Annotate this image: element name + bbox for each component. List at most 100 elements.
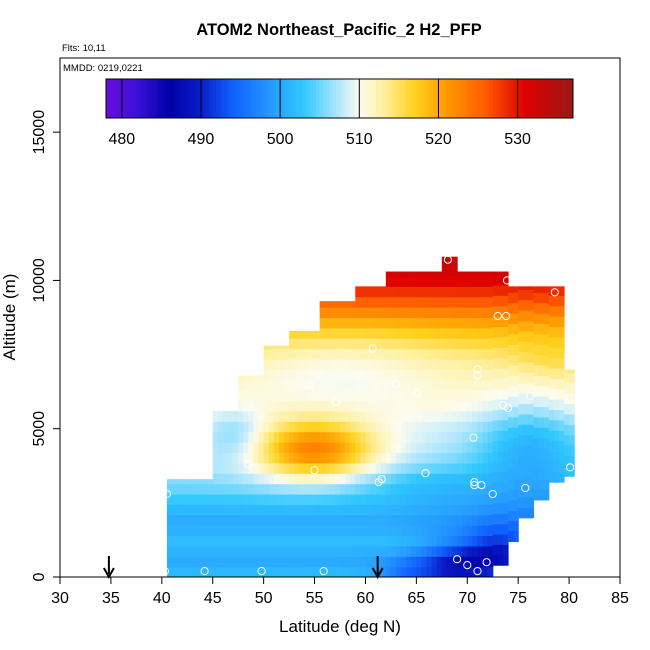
heatmap-cell [314,431,321,443]
heatmap-cell [477,483,484,495]
heatmap-cell [441,410,448,422]
heatmap-cell [243,514,249,526]
sample-point [244,460,253,469]
heatmap-cell [426,483,433,495]
heatmap-cell [355,338,361,350]
heatmap-cell [502,513,509,525]
heatmap-cell [452,431,458,443]
heatmap-cell [457,307,463,319]
heatmap-cell [431,462,438,474]
heatmap-cell [360,483,367,495]
heatmap-cell [345,327,351,339]
heatmap-cell [446,556,453,568]
heatmap-cell [548,461,555,473]
heatmap-cell [431,493,438,505]
heatmap-cell [284,400,290,412]
heatmap-cell [299,442,305,454]
heatmap-cell [329,359,336,370]
heatmap-cell [319,307,326,319]
heatmap-cell [202,493,209,505]
colorbar-segment [382,79,387,118]
colorbar-segment [112,79,117,118]
heatmap-cell [492,461,499,473]
heatmap-cell [462,483,468,495]
heatmap-cell [304,390,311,402]
heatmap-cell [197,493,204,505]
heatmap-cell [406,452,412,464]
heatmap-cell [294,483,300,495]
heatmap-cell [411,514,417,526]
colorbar-segment [279,79,284,118]
heatmap-cell [401,296,407,308]
heatmap-cell [446,390,453,402]
heatmap-cell [299,452,305,464]
heatmap-cell [350,390,356,402]
heatmap-cell [177,514,183,526]
heatmap-cell [401,369,407,381]
heatmap-cell [360,525,367,537]
heatmap-cell [212,525,219,537]
heatmap-cell [233,462,239,474]
heatmap-cell [360,338,367,350]
heatmap-cell [421,271,428,277]
heatmap-cell [370,431,377,443]
heatmap-cell [457,400,463,412]
heatmap-cell [355,410,361,422]
heatmap-cell [497,513,504,525]
heatmap-cell [472,327,479,339]
heatmap-cell [564,369,570,373]
heatmap-cell [278,545,285,557]
heatmap-cell [513,333,519,345]
heatmap-cell [294,442,300,454]
heatmap-cell [319,410,326,422]
heatmap-cell [558,450,565,462]
heatmap-cell [431,504,438,516]
heatmap-cell [202,535,209,547]
heatmap-cell [217,421,224,433]
heatmap-cell [477,410,484,422]
heatmap-cell [294,400,300,412]
heatmap-cell [406,462,412,474]
heatmap-cell [248,556,255,568]
colorbar-segment [412,79,417,118]
colorbar-segment [229,79,234,118]
heatmap-cell [172,479,178,485]
heatmap-cell [421,525,428,537]
heatmap-cell [263,504,270,516]
heatmap-cell [365,348,372,360]
heatmap-cell [329,462,336,474]
heatmap-cell [324,348,331,360]
heatmap-cell [233,431,239,443]
heatmap-cell [355,348,361,360]
heatmap-cell [533,333,540,345]
heatmap-cell [340,473,346,485]
heatmap-cell [309,525,316,537]
heatmap-cell [309,556,316,568]
heatmap-cell [334,504,341,516]
heatmap-cell [284,483,290,495]
heatmap-cell [492,430,499,442]
heatmap-cell [355,431,361,443]
heatmap-cell [513,302,519,314]
heatmap-cell [482,431,489,443]
colorbar-segment [432,79,437,118]
heatmap-cell [192,483,199,495]
heatmap-cell [360,286,367,298]
heatmap-cell [528,351,535,363]
heatmap-cell [243,473,249,485]
heatmap-cell [452,327,458,339]
heatmap-cell [309,421,316,433]
heatmap-cell [543,479,550,491]
heatmap-cell [538,406,545,418]
heatmap-cell [182,566,188,577]
heatmap-cell [502,471,509,483]
colorbar-segment [246,79,250,118]
heatmap-cell [329,493,336,505]
heatmap-cell [263,525,270,537]
x-tick-label: 65 [407,590,425,607]
heatmap-cell [472,410,479,422]
heatmap-cell [350,545,356,557]
heatmap-cell [243,421,249,433]
heatmap-cell [492,284,499,296]
heatmap-cell [334,566,341,577]
